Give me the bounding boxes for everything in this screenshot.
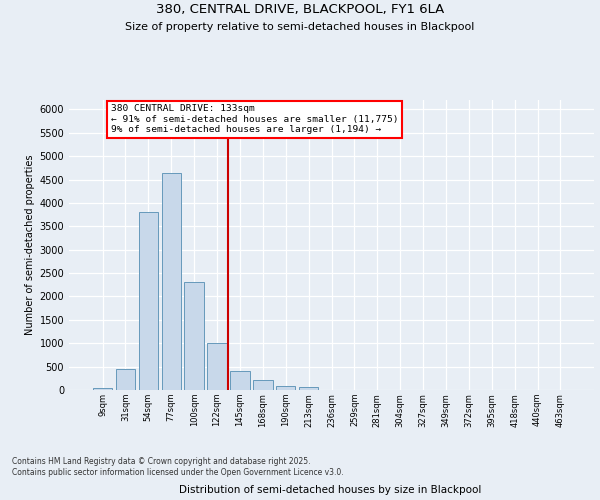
Bar [230,372,250,390]
Bar [184,282,204,390]
Text: 380, CENTRAL DRIVE, BLACKPOOL, FY1 6LA: 380, CENTRAL DRIVE, BLACKPOOL, FY1 6LA [156,2,444,16]
Bar [161,172,181,390]
Bar [116,369,135,390]
Bar [276,386,295,390]
Bar [139,212,158,390]
Bar [93,388,112,390]
Text: 380 CENTRAL DRIVE: 133sqm
← 91% of semi-detached houses are smaller (11,775)
9% : 380 CENTRAL DRIVE: 133sqm ← 91% of semi-… [111,104,398,134]
Bar [299,387,319,390]
Text: Distribution of semi-detached houses by size in Blackpool: Distribution of semi-detached houses by … [179,485,481,495]
Text: Size of property relative to semi-detached houses in Blackpool: Size of property relative to semi-detach… [125,22,475,32]
Bar [253,380,272,390]
Y-axis label: Number of semi-detached properties: Number of semi-detached properties [25,155,35,336]
Text: Contains HM Land Registry data © Crown copyright and database right 2025.
Contai: Contains HM Land Registry data © Crown c… [12,458,344,477]
Bar [208,343,227,390]
